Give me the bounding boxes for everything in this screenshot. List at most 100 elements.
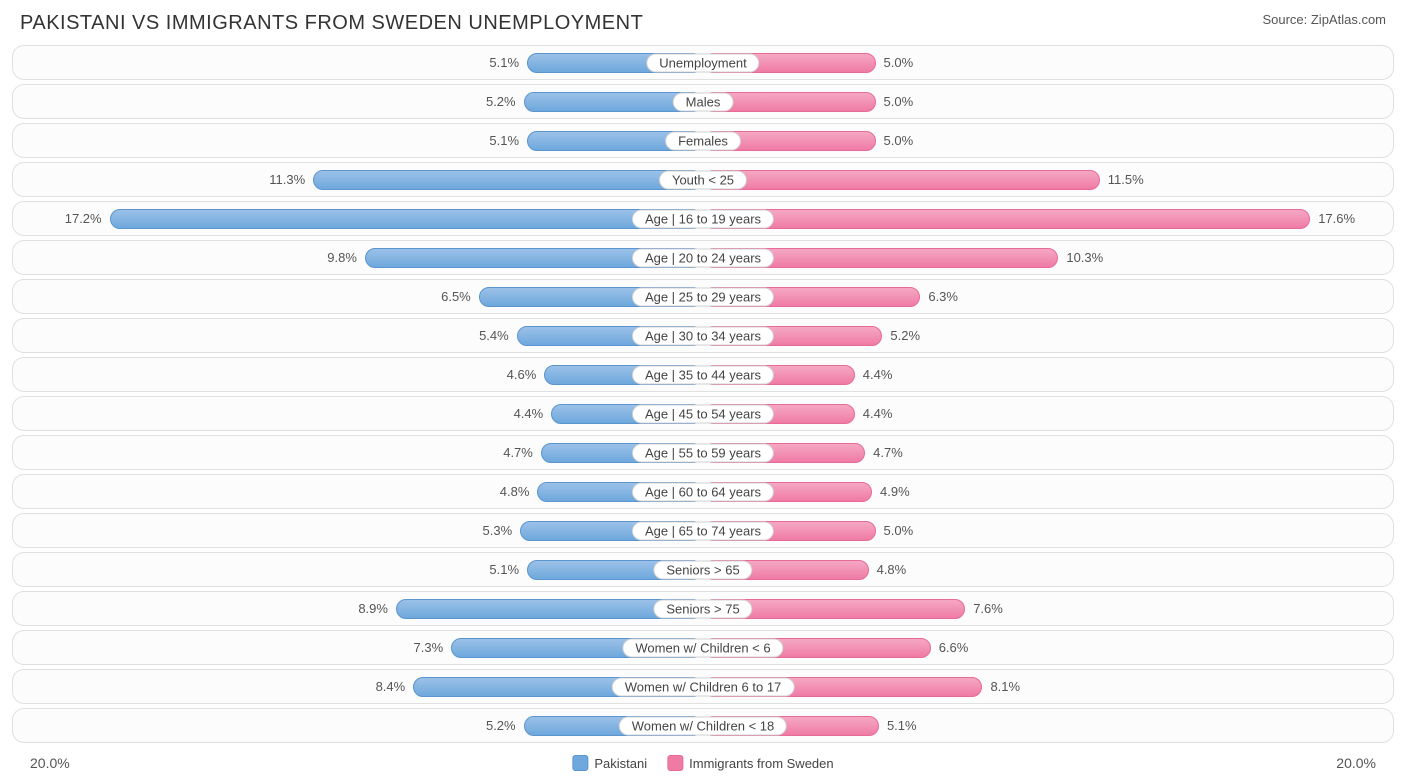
category-label: Age | 30 to 34 years — [632, 326, 774, 345]
chart-row: 17.2%17.6%Age | 16 to 19 years — [12, 201, 1394, 236]
right-half: 4.4% — [703, 397, 1393, 430]
axis-left-label: 20.0% — [30, 755, 70, 771]
legend-left-label: Pakistani — [594, 756, 647, 771]
left-half: 8.4% — [13, 670, 703, 703]
right-value-label: 5.0% — [876, 133, 922, 148]
right-half: 6.6% — [703, 631, 1393, 664]
left-half: 5.1% — [13, 553, 703, 586]
right-half: 7.6% — [703, 592, 1393, 625]
chart-body: 5.1%5.0%Unemployment5.2%5.0%Males5.1%5.0… — [6, 45, 1400, 743]
category-label: Age | 35 to 44 years — [632, 365, 774, 384]
left-value-label: 4.4% — [506, 406, 552, 421]
right-bar — [703, 209, 1310, 229]
category-label: Age | 55 to 59 years — [632, 443, 774, 462]
left-half: 4.6% — [13, 358, 703, 391]
left-value-label: 5.1% — [481, 133, 527, 148]
left-value-label: 4.8% — [492, 484, 538, 499]
left-value-label: 9.8% — [319, 250, 365, 265]
category-label: Seniors > 65 — [653, 560, 752, 579]
left-half: 17.2% — [13, 202, 703, 235]
left-value-label: 7.3% — [406, 640, 452, 655]
header: PAKISTANI VS IMMIGRANTS FROM SWEDEN UNEM… — [6, 12, 1400, 45]
left-value-label: 4.6% — [499, 367, 545, 382]
category-label: Women w/ Children 6 to 17 — [612, 677, 795, 696]
right-value-label: 4.7% — [865, 445, 911, 460]
right-value-label: 11.5% — [1100, 172, 1152, 187]
right-half: 10.3% — [703, 241, 1393, 274]
right-value-label: 8.1% — [982, 679, 1028, 694]
chart-row: 7.3%6.6%Women w/ Children < 6 — [12, 630, 1394, 665]
legend: Pakistani Immigrants from Sweden — [572, 755, 833, 771]
category-label: Age | 45 to 54 years — [632, 404, 774, 423]
chart-row: 5.4% 5.2% Age | 30 to 34 years — [12, 318, 1394, 353]
source-label: Source: ZipAtlas.com — [1262, 12, 1386, 27]
chart-row: 5.1%5.0%Unemployment — [12, 45, 1394, 80]
right-bar — [703, 170, 1100, 190]
right-value-label: 4.8% — [869, 562, 915, 577]
chart-row: 5.2% 5.1% Women w/ Children < 18 — [12, 708, 1394, 743]
right-half: 11.5% — [703, 163, 1393, 196]
right-half: 8.1% — [703, 670, 1393, 703]
right-half: 4.7% — [703, 436, 1393, 469]
left-value-label: 4.7% — [495, 445, 541, 460]
chart-row: 9.8%10.3%Age | 20 to 24 years — [12, 240, 1394, 275]
category-label: Males — [673, 92, 734, 111]
category-label: Youth < 25 — [659, 170, 747, 189]
chart-row: 8.4% 8.1% Women w/ Children 6 to 17 — [12, 669, 1394, 704]
right-value-label: 5.0% — [876, 94, 922, 109]
chart-row: 4.6%4.4%Age | 35 to 44 years — [12, 357, 1394, 392]
left-half: 8.9% — [13, 592, 703, 625]
category-label: Age | 65 to 74 years — [632, 521, 774, 540]
left-half: 5.4% — [13, 319, 703, 352]
left-value-label: 17.2% — [57, 211, 110, 226]
left-half: 5.2% — [13, 85, 703, 118]
swatch-pink — [667, 755, 683, 771]
left-value-label: 6.5% — [433, 289, 479, 304]
left-value-label: 5.4% — [471, 328, 517, 343]
chart-row: 4.8%4.9%Age | 60 to 64 years — [12, 474, 1394, 509]
left-half: 11.3% — [13, 163, 703, 196]
right-value-label: 5.2% — [882, 328, 928, 343]
left-value-label: 11.3% — [261, 172, 313, 187]
right-half: 5.1% — [703, 709, 1393, 742]
chart-row: 11.3% 11.5% Youth < 25 — [12, 162, 1394, 197]
legend-item-right: Immigrants from Sweden — [667, 755, 834, 771]
left-half: 7.3% — [13, 631, 703, 664]
chart-title: PAKISTANI VS IMMIGRANTS FROM SWEDEN UNEM… — [20, 12, 643, 35]
legend-right-label: Immigrants from Sweden — [689, 756, 834, 771]
chart-row: 4.4% 4.4% Age | 45 to 54 years — [12, 396, 1394, 431]
right-value-label: 4.4% — [855, 406, 901, 421]
right-value-label: 6.6% — [931, 640, 977, 655]
right-value-label: 5.1% — [879, 718, 925, 733]
right-value-label: 17.6% — [1310, 211, 1363, 226]
left-half: 5.3% — [13, 514, 703, 547]
chart-row: 5.1%5.0%Females — [12, 123, 1394, 158]
left-half: 4.8% — [13, 475, 703, 508]
chart-row: 6.5% 6.3% Age | 25 to 29 years — [12, 279, 1394, 314]
left-value-label: 5.2% — [478, 718, 524, 733]
right-half: 5.0% — [703, 85, 1393, 118]
right-half: 4.9% — [703, 475, 1393, 508]
axis-right-label: 20.0% — [1336, 755, 1376, 771]
left-half: 6.5% — [13, 280, 703, 313]
right-value-label: 6.3% — [920, 289, 966, 304]
right-value-label: 7.6% — [965, 601, 1011, 616]
right-value-label: 4.9% — [872, 484, 918, 499]
swatch-blue — [572, 755, 588, 771]
left-bar — [110, 209, 703, 229]
left-value-label: 5.3% — [475, 523, 521, 538]
chart-row: 5.1% 4.8% Seniors > 65 — [12, 552, 1394, 587]
category-label: Age | 25 to 29 years — [632, 287, 774, 306]
chart-footer: 20.0% Pakistani Immigrants from Sweden 2… — [6, 747, 1400, 775]
left-half: 5.2% — [13, 709, 703, 742]
category-label: Seniors > 75 — [653, 599, 752, 618]
left-half: 4.7% — [13, 436, 703, 469]
left-value-label: 8.4% — [368, 679, 414, 694]
left-half: 5.1% — [13, 46, 703, 79]
right-half: 5.2% — [703, 319, 1393, 352]
right-half: 4.8% — [703, 553, 1393, 586]
legend-item-left: Pakistani — [572, 755, 647, 771]
right-half: 5.0% — [703, 46, 1393, 79]
left-bar — [313, 170, 703, 190]
category-label: Women w/ Children < 18 — [619, 716, 787, 735]
